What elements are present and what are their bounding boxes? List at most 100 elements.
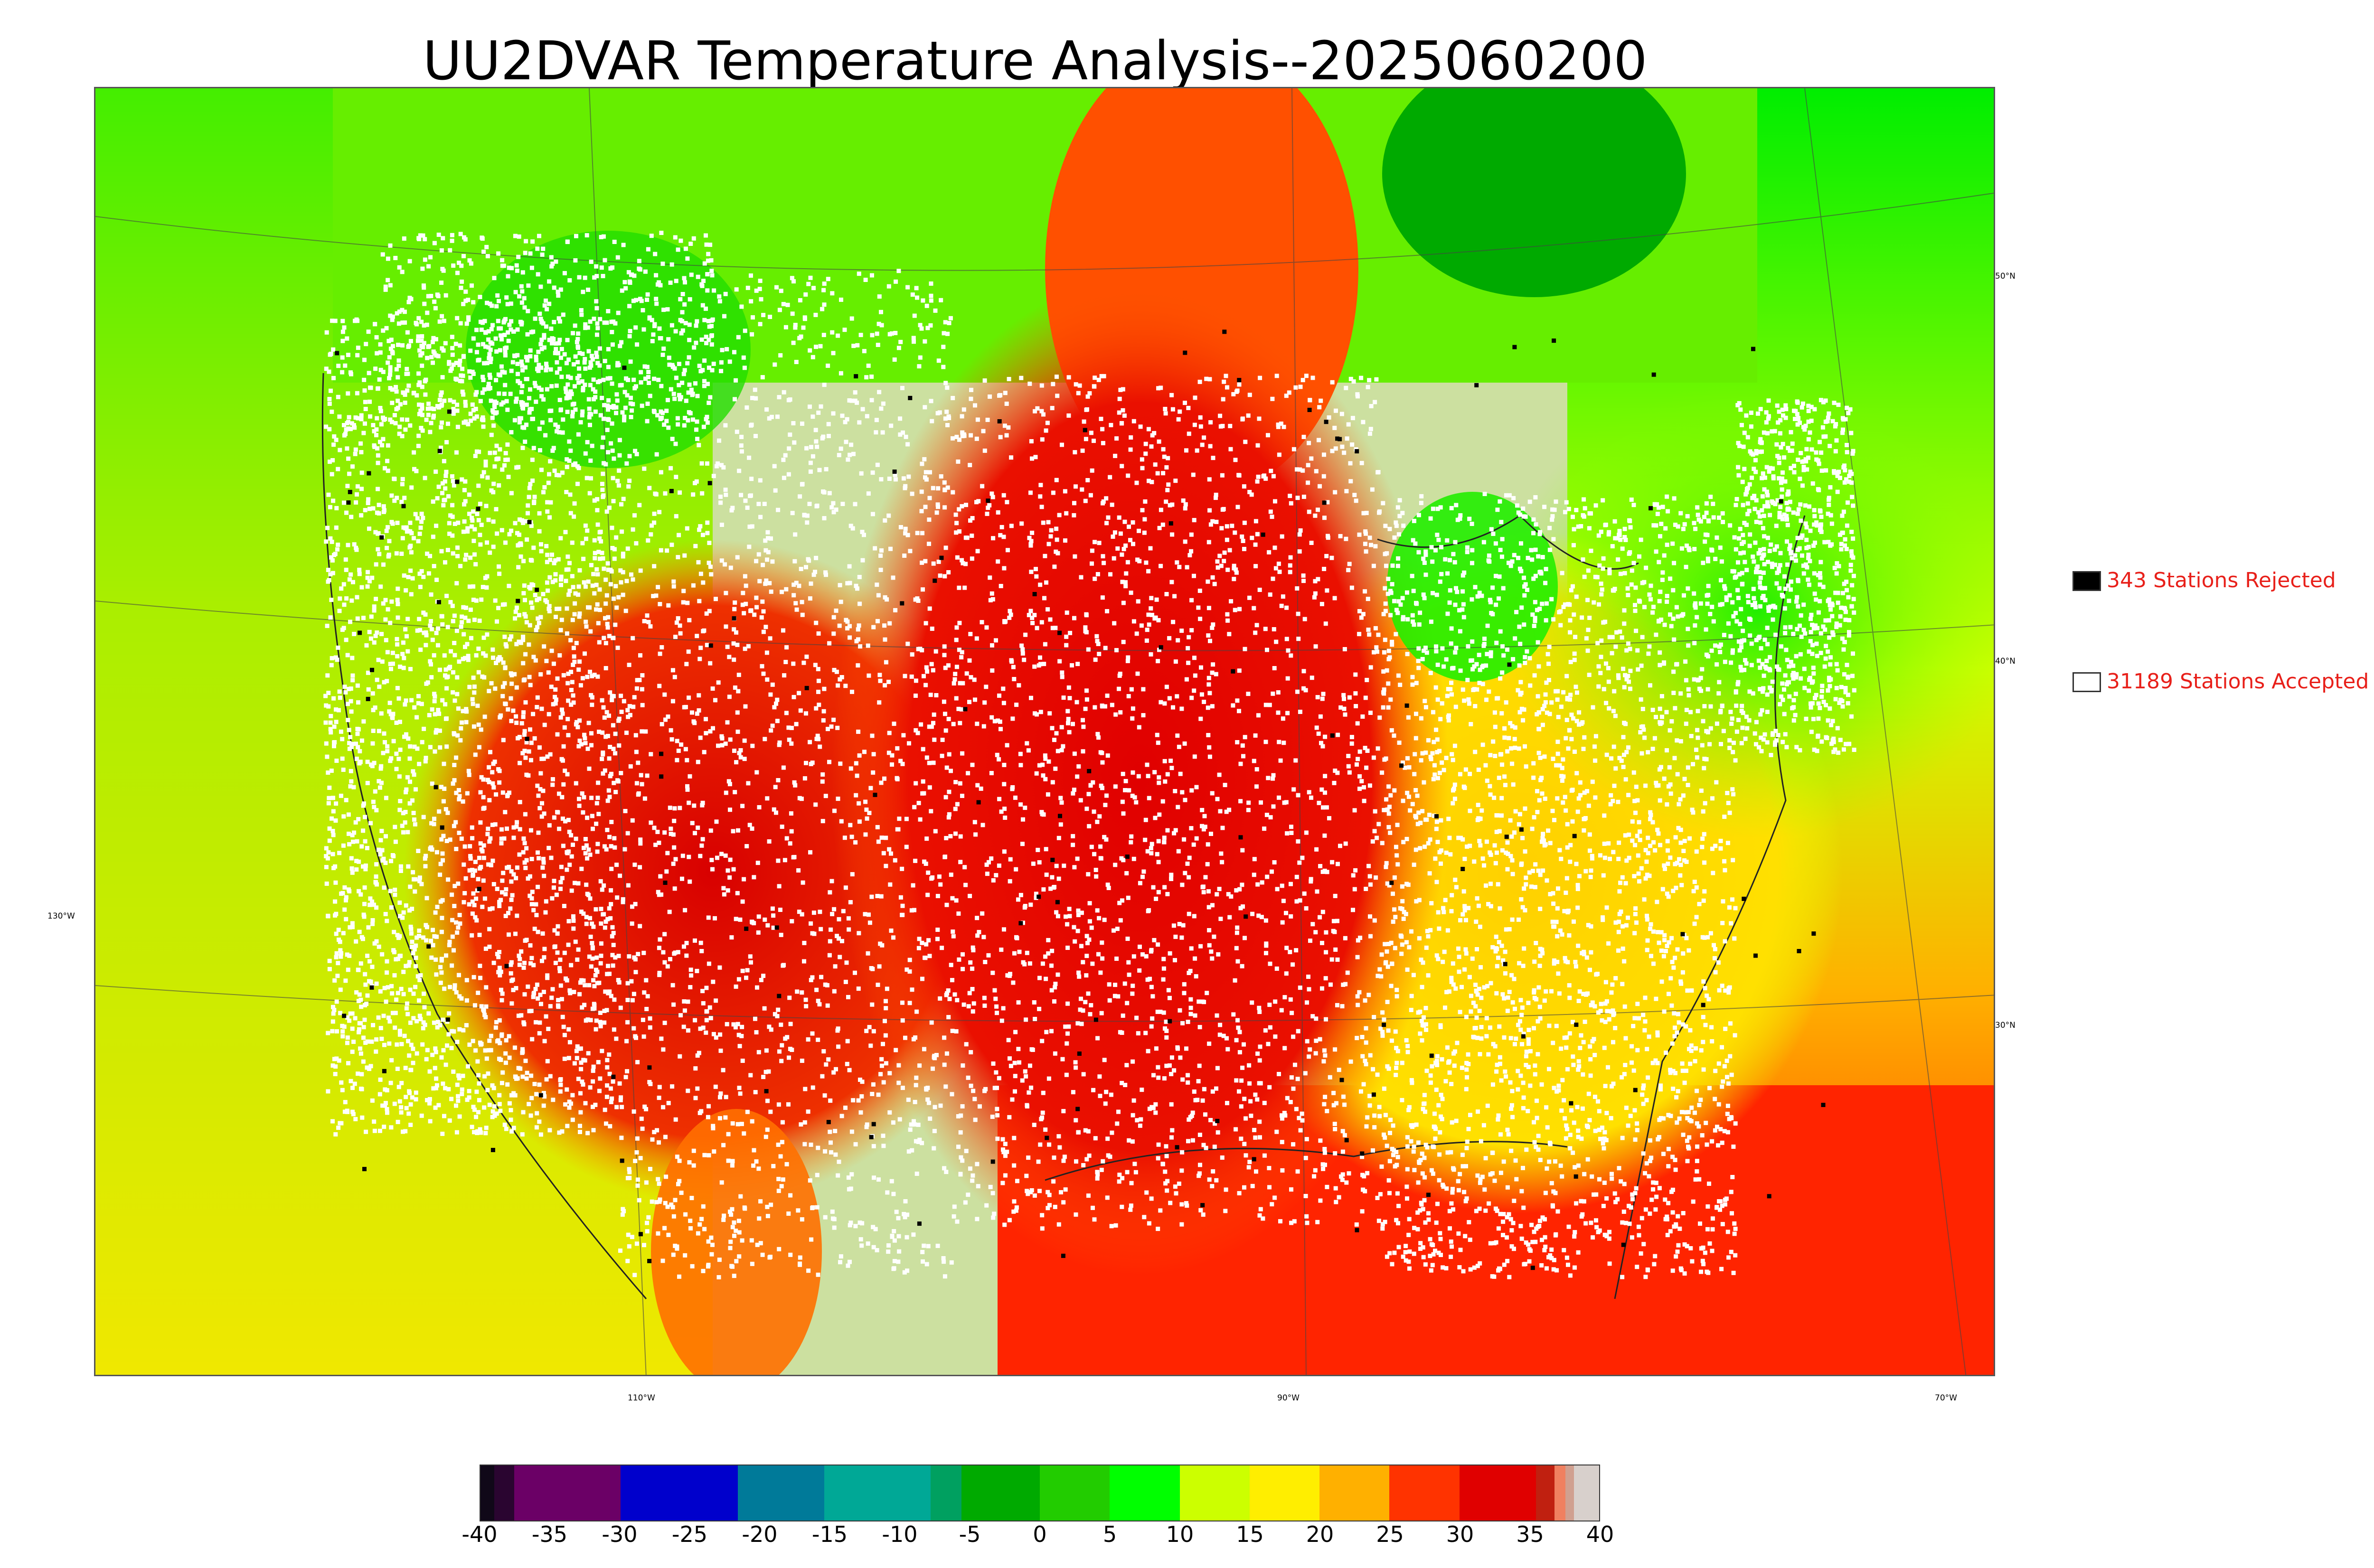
accepted-station-marker xyxy=(813,312,818,317)
accepted-station-marker xyxy=(415,746,420,751)
accepted-station-marker xyxy=(583,851,588,855)
accepted-station-marker xyxy=(527,486,532,490)
accepted-station-marker xyxy=(789,811,793,816)
accepted-station-marker xyxy=(421,516,425,520)
accepted-station-marker xyxy=(579,742,584,747)
accepted-station-marker xyxy=(661,950,666,955)
accepted-station-marker xyxy=(339,729,343,734)
accepted-station-marker xyxy=(900,1018,905,1023)
accepted-station-marker xyxy=(357,930,362,934)
accepted-station-marker xyxy=(1271,691,1275,696)
accepted-station-marker xyxy=(1104,793,1109,798)
accepted-station-marker xyxy=(952,992,957,997)
accepted-station-marker xyxy=(598,1076,603,1081)
accepted-station-marker xyxy=(334,720,339,724)
accepted-station-marker xyxy=(1368,882,1373,887)
accepted-station-marker xyxy=(779,1023,783,1027)
accepted-station-marker xyxy=(685,601,690,605)
accepted-station-marker xyxy=(401,666,406,670)
accepted-station-marker xyxy=(443,807,448,812)
accepted-station-marker xyxy=(337,609,342,613)
accepted-station-marker xyxy=(528,558,533,563)
accepted-station-marker xyxy=(848,635,852,640)
accepted-station-marker xyxy=(584,624,589,629)
accepted-station-marker xyxy=(926,1100,931,1105)
accepted-station-marker xyxy=(874,418,879,423)
accepted-station-marker xyxy=(633,1159,638,1164)
accepted-station-marker xyxy=(921,1259,925,1264)
accepted-station-marker xyxy=(685,758,689,762)
accepted-station-marker xyxy=(896,1080,901,1085)
accepted-station-marker xyxy=(1183,502,1188,507)
accepted-station-marker xyxy=(1351,873,1356,878)
accepted-station-marker xyxy=(480,585,485,589)
accepted-station-marker xyxy=(1372,918,1377,923)
accepted-station-marker xyxy=(753,1016,757,1021)
accepted-station-marker xyxy=(913,1099,917,1104)
accepted-station-marker xyxy=(652,511,657,516)
accepted-station-marker xyxy=(1165,892,1170,896)
accepted-station-marker xyxy=(991,536,996,541)
accepted-station-marker xyxy=(1293,758,1298,763)
accepted-station-marker xyxy=(624,579,629,583)
accepted-station-marker xyxy=(371,799,376,804)
accepted-station-marker xyxy=(670,699,675,704)
accepted-station-marker xyxy=(503,383,508,387)
accepted-station-marker xyxy=(536,616,540,621)
accepted-station-marker xyxy=(830,1209,835,1214)
accepted-station-marker xyxy=(562,1033,567,1037)
accepted-station-marker xyxy=(848,1259,852,1264)
accepted-station-marker xyxy=(964,1042,969,1047)
accepted-station-marker xyxy=(676,616,680,620)
accepted-station-marker xyxy=(435,904,440,909)
accepted-station-marker xyxy=(557,791,561,796)
accepted-station-marker xyxy=(486,517,491,522)
accepted-station-marker xyxy=(384,528,389,533)
accepted-station-marker xyxy=(404,964,408,968)
accepted-station-marker xyxy=(602,320,607,325)
accepted-station-marker xyxy=(831,510,836,515)
accepted-station-marker xyxy=(912,339,916,344)
accepted-station-marker xyxy=(708,564,713,569)
accepted-station-marker xyxy=(490,1083,495,1088)
accepted-station-marker xyxy=(689,973,694,978)
accepted-station-marker xyxy=(682,999,687,1004)
accepted-station-marker xyxy=(485,361,490,366)
accepted-station-marker xyxy=(814,620,819,625)
accepted-station-marker xyxy=(748,1073,753,1078)
accepted-station-marker xyxy=(433,694,437,699)
accepted-station-marker xyxy=(1110,502,1114,507)
accepted-station-marker xyxy=(1162,759,1167,763)
accepted-station-marker xyxy=(713,698,717,703)
accepted-station-marker xyxy=(605,625,610,630)
accepted-station-marker xyxy=(704,335,708,339)
accepted-station-marker xyxy=(1053,1204,1057,1209)
accepted-station-marker xyxy=(689,1196,694,1201)
accepted-station-marker xyxy=(451,781,455,786)
accepted-station-marker xyxy=(389,984,394,988)
accepted-station-marker xyxy=(619,694,623,698)
accepted-station-marker xyxy=(746,644,751,648)
accepted-station-marker xyxy=(1353,691,1358,696)
accepted-station-marker xyxy=(708,828,713,833)
accepted-station-marker xyxy=(591,1128,596,1133)
accepted-station-marker xyxy=(820,772,825,777)
temperature-map[interactable]: 50°N 40°N 30°N xyxy=(94,87,1995,1376)
accepted-station-marker xyxy=(676,555,680,560)
accepted-station-marker xyxy=(552,561,556,565)
accepted-station-marker xyxy=(389,1058,394,1062)
accepted-station-marker xyxy=(1344,489,1349,494)
accepted-station-marker xyxy=(662,1226,667,1230)
accepted-station-marker xyxy=(680,328,685,333)
accepted-station-marker xyxy=(1154,1046,1159,1051)
accepted-station-marker xyxy=(793,532,798,537)
accepted-station-marker xyxy=(391,712,396,716)
accepted-station-marker xyxy=(809,921,813,926)
accepted-station-marker xyxy=(396,364,401,368)
accepted-station-marker xyxy=(775,1014,780,1018)
accepted-station-marker xyxy=(966,1004,971,1009)
accepted-station-marker xyxy=(597,980,602,985)
accepted-station-marker xyxy=(910,491,914,496)
accepted-station-marker xyxy=(378,406,383,410)
accepted-station-marker xyxy=(582,1003,587,1007)
